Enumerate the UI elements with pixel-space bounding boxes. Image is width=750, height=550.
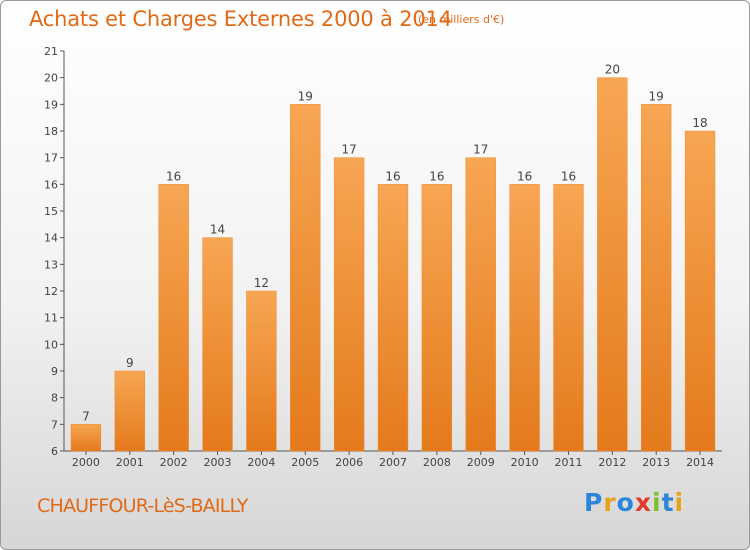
bar (333, 157, 365, 452)
x-tick-label: 2009 (467, 456, 495, 469)
bar (553, 184, 584, 452)
logo-letter: o (616, 488, 635, 517)
y-tick-label: 20 (44, 72, 58, 85)
x-tick-label: 2014 (686, 456, 714, 469)
bar-value-label: 16 (385, 169, 400, 183)
logo-letter: P (584, 488, 604, 517)
logo-letter: i (674, 488, 685, 517)
y-tick-label: 19 (44, 98, 58, 111)
bar-value-label: 16 (561, 169, 576, 183)
bar-value-label: 17 (473, 143, 488, 157)
y-tick-label: 10 (44, 338, 58, 351)
x-tick-label: 2010 (511, 456, 539, 469)
bar-value-label: 19 (298, 89, 313, 103)
logo-letter: t (661, 488, 675, 517)
bar (158, 184, 189, 452)
bar-value-label: 7 (82, 409, 90, 423)
x-tick-label: 2013 (642, 456, 670, 469)
bar-value-label: 12 (254, 276, 269, 290)
bar-value-label: 17 (341, 143, 356, 157)
y-tick-label: 12 (44, 285, 58, 298)
y-tick-label: 9 (51, 365, 58, 378)
unit-note: (en milliers d'€) (418, 13, 505, 26)
x-tick-label: 2011 (554, 456, 582, 469)
bar (70, 424, 102, 452)
chart-title: Achats et Charges Externes 2000 à 2014 (29, 7, 452, 31)
bar (641, 104, 672, 452)
bar (290, 104, 321, 452)
y-tick-label: 7 (51, 418, 58, 431)
x-tick-label: 2003 (204, 456, 232, 469)
x-tick-label: 2000 (72, 456, 100, 469)
x-tick-label: 2004 (247, 456, 275, 469)
x-tick-label: 2012 (598, 456, 626, 469)
bar (114, 370, 145, 452)
bar (684, 130, 716, 452)
y-tick-label: 6 (51, 445, 58, 458)
logo-letter: x (634, 488, 652, 517)
bar-value-label: 14 (210, 223, 225, 237)
bar-value-label: 19 (649, 89, 664, 103)
y-tick-label: 11 (44, 312, 58, 325)
bar-value-label: 16 (429, 169, 444, 183)
bar-value-label: 20 (605, 63, 620, 77)
x-tick-label: 2002 (160, 456, 188, 469)
y-tick-label: 18 (44, 125, 58, 138)
y-tick-label: 14 (44, 232, 58, 245)
bar-value-label: 16 (166, 169, 181, 183)
proxiti-logo: Proxiti (584, 488, 684, 517)
y-tick-label: 21 (44, 45, 58, 58)
bar-value-label: 16 (517, 169, 532, 183)
bar (509, 184, 540, 452)
bar-value-label: 9 (126, 356, 134, 370)
logo-letter: r (603, 488, 617, 517)
x-tick-label: 2008 (423, 456, 451, 469)
x-tick-label: 2001 (116, 456, 144, 469)
x-tick-label: 2006 (335, 456, 363, 469)
y-tick-label: 15 (44, 205, 58, 218)
bar (421, 184, 453, 452)
y-tick-label: 17 (44, 152, 58, 165)
y-tick-label: 13 (44, 258, 58, 271)
y-tick-label: 8 (51, 392, 58, 405)
bar (202, 237, 233, 452)
bar (465, 157, 496, 452)
logo-letter: i (652, 488, 662, 517)
y-tick-label: 16 (44, 178, 58, 191)
bar (377, 184, 409, 452)
place-name: CHAUFFOUR-LèS-BAILLY (37, 495, 248, 517)
x-tick-label: 2007 (379, 456, 407, 469)
x-tick-label: 2005 (291, 456, 319, 469)
bar (597, 77, 628, 452)
bar-value-label: 18 (692, 116, 707, 130)
bar (246, 290, 277, 452)
